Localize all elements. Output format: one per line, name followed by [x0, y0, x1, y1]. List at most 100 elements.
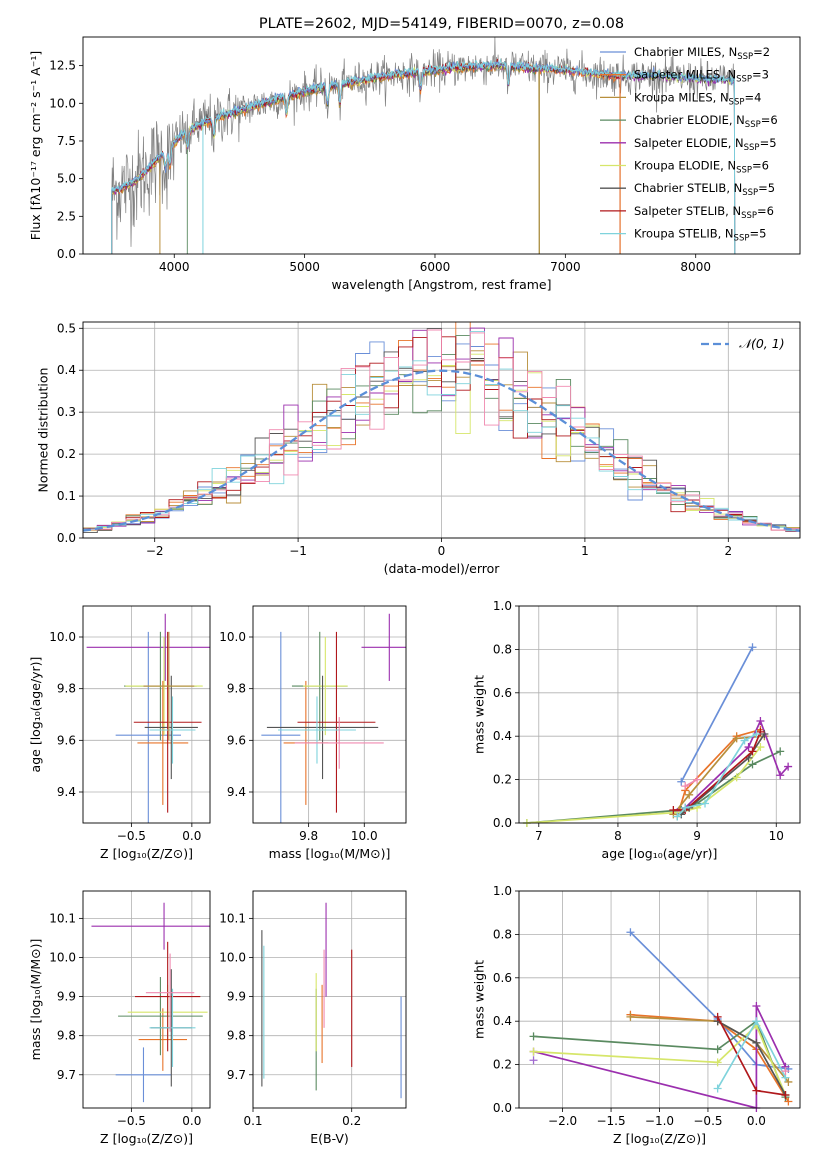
mass-weight-point	[748, 643, 757, 652]
y-tick-label: 0.4	[493, 729, 512, 743]
y-tick-label: 0.2	[57, 447, 76, 461]
x-tick-label: 6000	[420, 260, 451, 274]
legend-entry: Chabrier MILES, NSSP=2	[634, 45, 770, 62]
residual-histogram	[83, 329, 800, 538]
mass-weight-point	[732, 734, 741, 743]
mass-weight-point	[784, 762, 793, 771]
y-tick-label: 10.0	[49, 630, 76, 644]
y-tick-label: 0.1	[57, 489, 76, 503]
y-tick-label: 9.7	[57, 1068, 76, 1082]
model-spectrum-line	[111, 63, 621, 254]
mass-weight-point	[740, 736, 749, 745]
y-axis-label: Flux [fλ10⁻¹⁷ erg cm⁻² s⁻¹ A⁻¹]	[28, 51, 43, 240]
legend-subscript: SSP	[729, 97, 745, 107]
x-tick-label: 0.0	[182, 829, 201, 843]
x-tick-label: −1.5	[596, 1114, 625, 1128]
x-tick-label: 0.0	[182, 1114, 201, 1128]
y-tick-label: 5.0	[57, 172, 76, 186]
mass-vs-Z-frame	[82, 890, 211, 1109]
mass-weight-point	[713, 1045, 722, 1054]
mass-weight-vs-Z-frame	[518, 890, 801, 1109]
age-vs-Z-axes: −0.5 0.0 9.4 9.6 9.8 10.0 Z [log₁₀(Z/Z⊙)] age […	[28, 606, 210, 861]
mass-weight-point	[681, 803, 690, 812]
y-tick-label: 10.0	[49, 96, 76, 110]
mass-vs-Z-axes: −0.5 0.0 9.7 9.8 9.9 10.0 10.1 Z [log₁₀(Z/Z⊙)] m…	[28, 891, 210, 1146]
x-tick-label: −0.5	[117, 1114, 146, 1128]
x-tick-label: 10.0	[351, 829, 378, 843]
legend-subscript: SSP	[736, 75, 752, 85]
mass-weight-point	[626, 1012, 635, 1021]
x-axis-label: E(B-V)	[310, 1131, 349, 1146]
spectrum-frame	[82, 36, 801, 255]
y-tick-label: 0.2	[493, 773, 512, 787]
mass-weight-point	[673, 812, 682, 821]
y-tick-label: 9.8	[227, 682, 246, 696]
spectrum-axes: 4000 5000 6000 7000 8000 0.0 2.5 5.0 7.5 10.0 12.5…	[28, 51, 711, 292]
legend-subscript: SSP	[741, 211, 757, 221]
mass-weight-point	[732, 773, 741, 782]
model-spectrum-line	[111, 58, 736, 254]
x-tick-label: 5000	[289, 260, 320, 274]
y-tick-label: 9.9	[57, 990, 76, 1004]
x-axis-label: Z [log₁₀(Z/Z⊙)]	[613, 1131, 706, 1146]
y-tick-label: 0.4	[493, 1014, 512, 1028]
legend-value: =6	[761, 113, 778, 127]
mass-weight-point	[529, 1056, 538, 1065]
x-tick-label: −0.5	[693, 1114, 722, 1128]
y-tick-label: 0.0	[57, 247, 76, 261]
y-tick-label: 0.4	[57, 363, 76, 377]
x-tick-label: 0.1	[243, 1114, 262, 1128]
x-axis-label: age [log₁₀(age/yr)]	[602, 846, 718, 861]
mass-weight-point	[681, 782, 690, 791]
legend-subscript: SSP	[742, 188, 758, 198]
legend-entry: 𝒩(0, 1)	[739, 336, 785, 351]
legend-subscript: SSP	[745, 120, 761, 130]
x-tick-label: −0.5	[117, 829, 146, 843]
legend-label: Chabrier STELIB, N	[634, 181, 742, 195]
y-tick-label: 10.1	[49, 911, 76, 925]
y-tick-label: 0.6	[493, 971, 512, 985]
legend-value: =4	[744, 90, 761, 104]
x-tick-label: 9.8	[299, 829, 318, 843]
age-vs-mass-frame	[252, 605, 407, 824]
y-tick-label: 0.5	[57, 321, 76, 335]
y-tick-label: 9.6	[57, 733, 76, 747]
legend-label: Salpeter ELODIE, N	[634, 136, 744, 150]
mass-weight-line	[526, 746, 762, 823]
x-tick-label: −2	[146, 544, 164, 558]
normal-curve	[82, 369, 801, 532]
x-tick-label: 7000	[550, 260, 581, 274]
legend-subscript: SSP	[737, 52, 753, 62]
mass-weight-point	[752, 730, 761, 739]
x-tick-label: −2.0	[548, 1114, 577, 1128]
legend-entry: Kroupa ELODIE, NSSP=6	[634, 159, 769, 176]
y-tick-label: 9.8	[227, 1029, 246, 1043]
y-tick-label: 0.8	[493, 642, 512, 656]
model-spectrum-line	[186, 62, 540, 254]
mass-weight-point	[701, 799, 710, 808]
mass-weight-point	[776, 771, 785, 780]
x-tick-label: 0.0	[747, 1114, 766, 1128]
chart-title: PLATE=2602, MJD=54149, FIBERID=0070, z=0…	[259, 16, 624, 32]
mass-weight-point	[781, 1067, 790, 1076]
legend: 𝒩(0, 1)	[701, 336, 785, 351]
legend-value: =6	[757, 204, 774, 218]
legend-entry: Salpeter STELIB, NSSP=6	[634, 204, 774, 221]
y-tick-label: 9.4	[57, 785, 76, 799]
mass-weight-point	[685, 790, 694, 799]
legend-label: Chabrier MILES, N	[634, 45, 737, 59]
legend-entry: Kroupa MILES, NSSP=4	[634, 90, 761, 107]
x-tick-label: 7	[535, 829, 543, 843]
x-axis-label: (data-model)/error	[384, 561, 501, 576]
legend-label: Kroupa ELODIE, N	[634, 159, 736, 173]
y-tick-label: 9.4	[227, 785, 246, 799]
age-vs-mass-axes: 9.8 10.0 9.4 9.6 9.8 10.0 mass [log₁₀(M/M⊙)]	[219, 606, 406, 861]
x-tick-label: −1.0	[645, 1114, 674, 1128]
observed-spectrum	[111, 37, 736, 247]
legend-entry: Salpeter ELODIE, NSSP=5	[634, 136, 777, 153]
x-tick-label: 0.2	[342, 1114, 361, 1128]
y-tick-label: 1.0	[493, 599, 512, 613]
mass-weight-point	[626, 928, 635, 937]
